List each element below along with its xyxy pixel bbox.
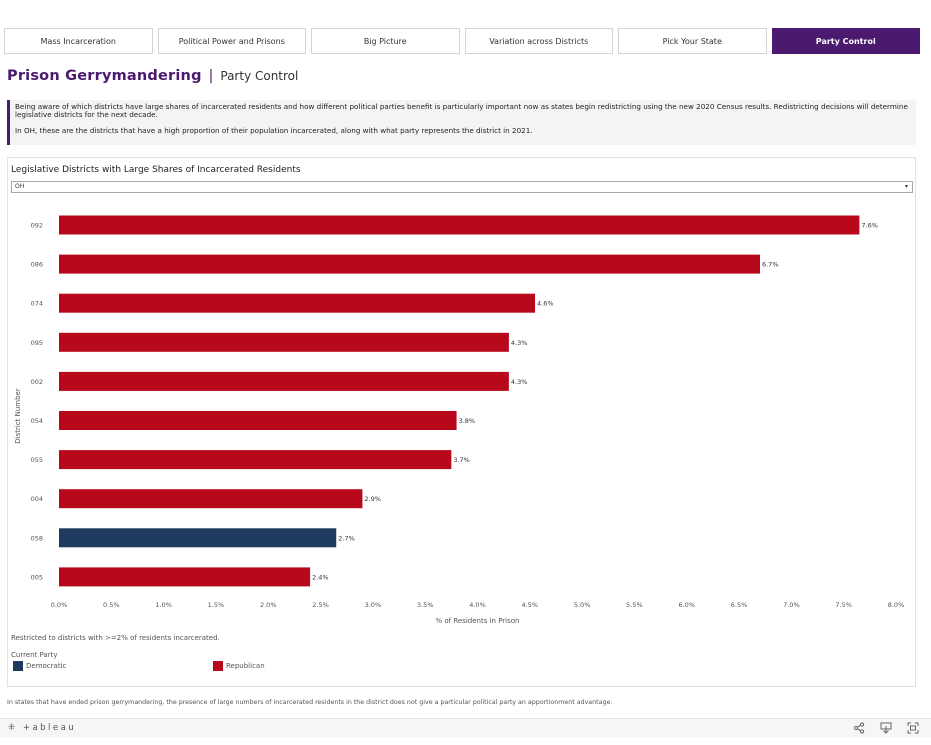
intro-paragraph-1: Being aware of which districts have larg…: [15, 102, 908, 120]
fullscreen-icon[interactable]: [906, 722, 920, 734]
tab-pick-your-state[interactable]: Pick Your State: [618, 28, 767, 54]
bar[interactable]: [59, 450, 452, 470]
data-label: 7.6%: [861, 222, 878, 230]
download-icon[interactable]: [879, 722, 893, 734]
nav-tabs: Mass Incarceration Political Power and P…: [4, 28, 920, 54]
restriction-note: Restricted to districts with >=2% of res…: [11, 634, 220, 642]
x-tick-label: 3.5%: [417, 601, 434, 609]
data-label: 6.7%: [762, 261, 779, 269]
tab-political-power-and-prisons[interactable]: Political Power and Prisons: [157, 28, 306, 54]
bar-chart: Legislative Districts with Large Shares …: [11, 165, 905, 625]
page-title: Prison Gerrymandering: [7, 68, 202, 84]
x-tick-label: 6.0%: [678, 601, 695, 609]
bar[interactable]: [59, 254, 760, 274]
x-tick-label: 8.0%: [888, 601, 905, 609]
y-tick-label: 055: [31, 456, 43, 464]
x-tick-label: 5.0%: [574, 601, 591, 609]
data-label: 4.3%: [511, 339, 528, 347]
bar[interactable]: [59, 489, 363, 509]
y-tick-label: 074: [31, 300, 43, 308]
state-filter-value: OH: [15, 183, 25, 190]
x-tick-label: 2.0%: [260, 601, 277, 609]
tableau-logo[interactable]: ⁜ +ableau: [8, 723, 76, 733]
x-tick-label: 2.5%: [312, 601, 329, 609]
data-label: 4.6%: [537, 300, 554, 308]
legend-label-republican: Republican: [226, 662, 265, 670]
x-tick-label: 0.0%: [51, 601, 68, 609]
data-label: 2.4%: [312, 573, 329, 581]
legend-item-democratic[interactable]: Democratic: [13, 661, 66, 671]
y-tick-label: 058: [31, 534, 43, 542]
tableau-logo-text: +ableau: [22, 723, 77, 733]
state-filter-dropdown[interactable]: OH ▾: [11, 181, 913, 193]
footnote: In states that have ended prison gerryma…: [7, 699, 613, 706]
x-tick-label: 1.5%: [208, 601, 225, 609]
x-tick-label: 7.5%: [835, 601, 852, 609]
bar[interactable]: [59, 293, 536, 313]
bar[interactable]: [59, 332, 509, 352]
legend-swatch-democratic: [13, 661, 23, 671]
x-axis-title: % of Residents in Prison: [436, 617, 520, 625]
bar[interactable]: [59, 215, 860, 235]
bar[interactable]: [59, 411, 457, 430]
y-tick-label: 054: [31, 417, 43, 425]
x-tick-label: 4.5%: [522, 601, 539, 609]
chevron-down-icon: ▾: [904, 183, 908, 190]
x-tick-label: 6.5%: [731, 601, 748, 609]
y-tick-label: 092: [31, 222, 43, 230]
y-axis-title: District Number: [14, 388, 22, 444]
intro-paragraph-2: In OH, these are the districts that have…: [15, 126, 533, 136]
y-tick-label: 005: [31, 573, 43, 581]
chart-panel: Legislative Districts with Large Shares …: [7, 157, 916, 687]
page-header: Prison Gerrymandering | Party Control: [7, 68, 298, 84]
x-tick-label: 5.5%: [626, 601, 643, 609]
legend-label-democratic: Democratic: [26, 662, 67, 670]
y-tick-label: 095: [31, 339, 43, 347]
page-subtitle: Party Control: [220, 69, 299, 83]
tab-big-picture[interactable]: Big Picture: [311, 28, 460, 54]
data-label: 4.3%: [511, 378, 528, 386]
bar[interactable]: [59, 371, 509, 391]
tableau-logo-mark-icon: ⁜: [8, 723, 18, 733]
data-label: 3.8%: [459, 417, 476, 425]
tab-variation-across-districts[interactable]: Variation across Districts: [464, 28, 613, 54]
x-tick-label: 3.0%: [365, 601, 382, 609]
legend-item-republican[interactable]: Republican: [213, 661, 265, 671]
bar[interactable]: [59, 567, 311, 587]
x-tick-label: 0.5%: [103, 601, 120, 609]
data-label: 2.9%: [364, 495, 381, 503]
data-label: 3.7%: [453, 456, 470, 464]
y-tick-label: 086: [31, 261, 43, 269]
tab-party-control[interactable]: Party Control: [771, 28, 920, 54]
x-tick-label: 4.0%: [469, 601, 486, 609]
x-tick-label: 1.0%: [155, 601, 172, 609]
share-icon[interactable]: [852, 722, 866, 734]
y-tick-label: 004: [31, 495, 43, 503]
legend-title: Current Party: [11, 651, 58, 659]
y-tick-label: 002: [31, 378, 43, 386]
title-separator: |: [208, 68, 214, 84]
chart-title: Legislative Districts with Large Shares …: [11, 165, 301, 175]
bar[interactable]: [59, 528, 337, 548]
tableau-toolbar: ⁜ +ableau: [0, 718, 931, 737]
x-tick-label: 7.0%: [783, 601, 800, 609]
tab-mass-incarceration[interactable]: Mass Incarceration: [4, 28, 153, 54]
data-label: 2.7%: [338, 534, 355, 542]
legend-swatch-republican: [213, 661, 223, 671]
intro-box: Being aware of which districts have larg…: [7, 100, 916, 145]
